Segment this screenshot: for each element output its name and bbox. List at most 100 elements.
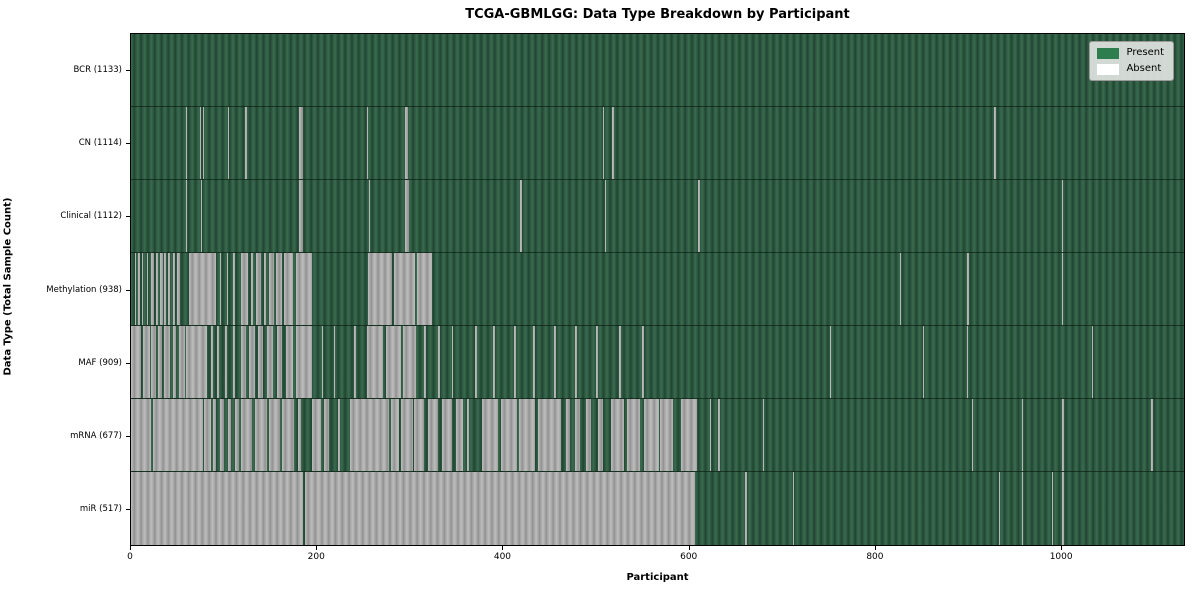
ytick-label-BCR: BCR (1133) <box>73 64 123 75</box>
absent-segment <box>403 326 417 398</box>
xtick-label-600: 600 <box>680 552 698 562</box>
ytick-mark <box>126 69 130 71</box>
absent-segment <box>224 326 227 398</box>
absent-segment <box>603 107 605 179</box>
absent-segment <box>185 107 188 179</box>
absent-segment <box>321 326 323 398</box>
absent-segment <box>367 107 369 179</box>
data-row-mRNA <box>131 399 1184 472</box>
absent-segment <box>792 472 794 545</box>
absent-segment <box>131 326 142 398</box>
absent-segment <box>437 326 440 398</box>
absent-segment <box>168 253 171 325</box>
absent-segment <box>482 399 499 471</box>
absent-segment <box>1091 326 1094 398</box>
absent-segment <box>553 326 556 398</box>
absent-segment <box>1151 399 1153 471</box>
absent-segment <box>235 399 239 471</box>
absent-segment <box>142 253 144 325</box>
data-row-CN <box>131 107 1184 180</box>
absent-segment <box>233 253 236 325</box>
ytick-label-Methylation: Methylation (938) <box>46 284 122 295</box>
absent-segment <box>151 326 157 398</box>
legend-label-absent: Absent <box>1126 63 1162 74</box>
absent-segment <box>249 326 255 398</box>
absent-segment <box>304 472 696 545</box>
data-row-Clinical <box>131 180 1184 253</box>
absent-segment <box>131 472 303 545</box>
absent-segment <box>199 107 201 179</box>
absent-segment <box>745 472 747 545</box>
absent-segment <box>1062 253 1064 325</box>
absent-segment <box>1062 472 1065 545</box>
absent-segment <box>217 326 220 398</box>
absent-segment <box>829 326 832 398</box>
xtick-mark <box>688 546 690 550</box>
absent-segment <box>575 399 580 471</box>
legend-item-present: Present <box>1097 47 1164 59</box>
absent-segment <box>131 399 152 471</box>
absent-segment <box>258 326 263 398</box>
x-axis-label: Participant <box>626 572 689 583</box>
absent-segment <box>185 180 188 252</box>
absent-segment <box>710 399 712 471</box>
xtick-label-200: 200 <box>307 552 325 562</box>
absent-segment <box>185 326 208 398</box>
absent-segment <box>899 253 901 325</box>
absent-segment <box>134 253 136 325</box>
absent-segment <box>338 399 341 471</box>
absent-segment <box>718 399 720 471</box>
absent-segment <box>276 326 283 398</box>
plot-area: Present Absent <box>130 33 1185 546</box>
absent-segment <box>999 472 1001 545</box>
absent-segment <box>681 399 697 471</box>
chart-title: TCGA-GBMLGG: Data Type Breakdown by Part… <box>465 7 850 22</box>
absent-segment <box>467 399 470 471</box>
absent-segment <box>172 253 175 325</box>
absent-segment <box>627 399 641 471</box>
absent-segment <box>164 326 171 398</box>
absent-segment <box>966 326 968 398</box>
absent-segment <box>428 399 438 471</box>
absent-segment <box>500 399 517 471</box>
xtick-mark <box>316 546 318 550</box>
absent-segment <box>474 326 477 398</box>
absent-segment <box>597 399 604 471</box>
absent-segment <box>456 399 463 471</box>
absent-segment <box>350 399 390 471</box>
absent-segment <box>200 180 202 252</box>
ytick-label-Clinical: Clinical (1112) <box>60 211 122 222</box>
ytick-mark <box>126 142 130 144</box>
absent-segment <box>586 399 592 471</box>
ytick-label-CN: CN (1114) <box>78 137 122 148</box>
absent-segment <box>1062 399 1065 471</box>
absent-segment <box>150 253 155 325</box>
absent-segment <box>618 326 621 398</box>
xtick-mark <box>1061 546 1063 550</box>
absent-segment <box>159 253 163 325</box>
absent-segment <box>299 107 303 179</box>
absent-segment <box>220 399 224 471</box>
absent-segment <box>164 253 167 325</box>
present-swatch <box>1097 47 1120 59</box>
absent-segment <box>405 180 409 252</box>
absent-segment <box>324 399 329 471</box>
absent-segment <box>286 326 293 398</box>
absent-segment <box>298 399 302 471</box>
absent-segment <box>1022 472 1024 545</box>
absent-segment <box>644 399 659 471</box>
absent-segment <box>423 326 426 398</box>
absent-segment <box>202 107 204 179</box>
data-row-MAF <box>131 326 1184 399</box>
absent-segment <box>922 326 925 398</box>
absent-segment <box>275 253 282 325</box>
absent-segment <box>268 253 275 325</box>
absent-segment <box>146 253 148 325</box>
absent-segment <box>368 180 371 252</box>
absent-segment <box>367 253 393 325</box>
xtick-label-0: 0 <box>127 552 133 562</box>
absent-segment <box>226 253 228 325</box>
absent-segment <box>266 326 274 398</box>
ytick-label-MAF: MAF (909) <box>78 357 122 368</box>
absent-segment <box>233 326 236 398</box>
